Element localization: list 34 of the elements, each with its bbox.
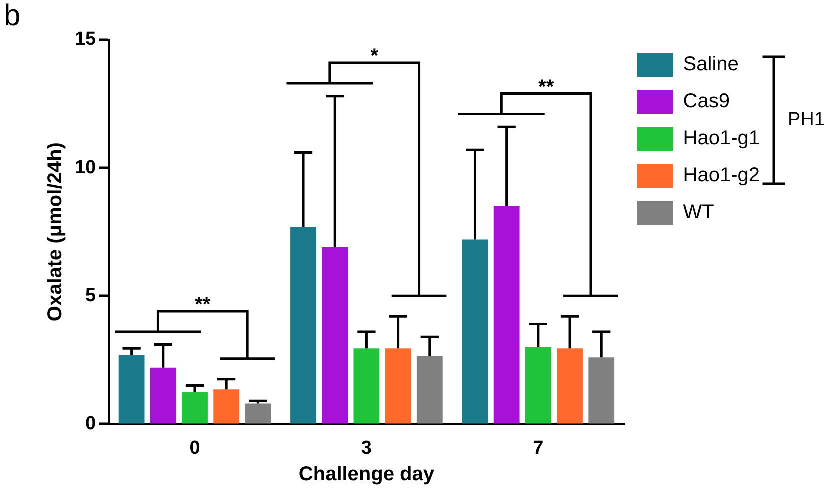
bar bbox=[182, 392, 208, 424]
bar bbox=[354, 348, 380, 424]
bar bbox=[214, 390, 240, 424]
legend-label: WT bbox=[683, 202, 714, 224]
bar bbox=[557, 348, 583, 424]
legend-label: Hao1-g1 bbox=[683, 128, 760, 150]
bar bbox=[385, 348, 412, 424]
annotation: ** bbox=[538, 76, 554, 98]
x-axis-title: Challenge day bbox=[298, 464, 436, 486]
bar bbox=[118, 355, 145, 424]
legend-label: Saline bbox=[683, 54, 739, 76]
bar bbox=[322, 247, 348, 424]
bar bbox=[494, 206, 520, 424]
annotation: * bbox=[370, 46, 379, 68]
bar bbox=[462, 240, 488, 424]
legend-label: Hao1-g2 bbox=[683, 164, 760, 187]
bar bbox=[588, 358, 615, 424]
y-axis-title: Oxalate (μmol/24h) bbox=[44, 142, 67, 322]
text: PH1 bbox=[788, 110, 825, 131]
y-tick-label: 0 bbox=[86, 413, 96, 434]
annotation: ** bbox=[195, 294, 211, 316]
bar bbox=[245, 404, 272, 424]
bar bbox=[416, 356, 443, 424]
y-tick-label: 5 bbox=[86, 285, 97, 306]
x-tick-label: 0 bbox=[190, 438, 200, 459]
x-tick-label: 3 bbox=[361, 438, 372, 459]
x-tick-label: 7 bbox=[533, 438, 544, 459]
bar bbox=[525, 347, 552, 424]
bar bbox=[150, 368, 176, 424]
bar bbox=[290, 226, 316, 424]
y-tick-label: 10 bbox=[74, 157, 96, 178]
legend-label: Cas9 bbox=[683, 90, 730, 113]
y-tick-label: 15 bbox=[74, 29, 97, 50]
text: b bbox=[4, 0, 21, 32]
